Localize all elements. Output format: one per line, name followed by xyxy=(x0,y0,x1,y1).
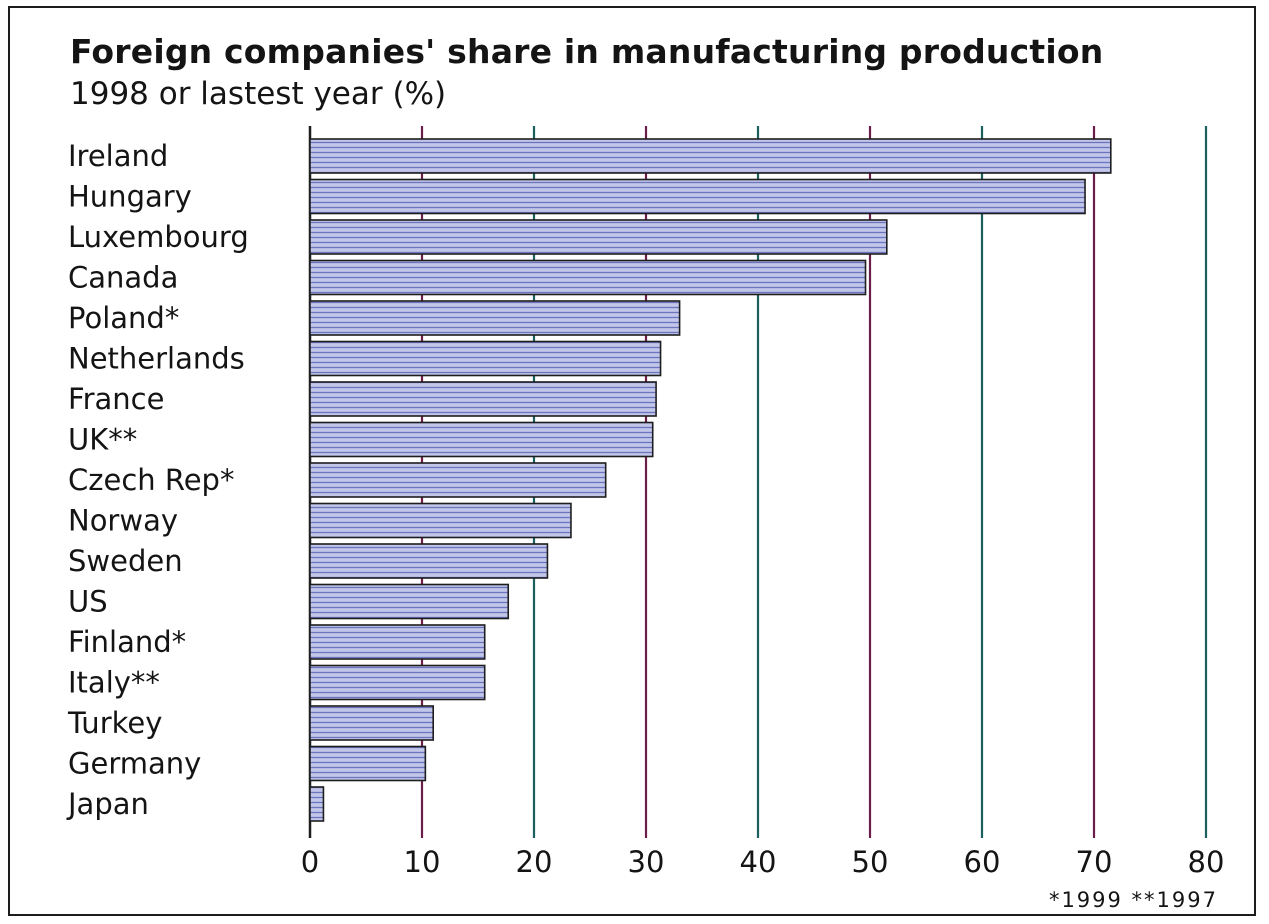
x-tick-label-50: 50 xyxy=(852,845,889,879)
category-label-ireland: Ireland xyxy=(68,139,168,173)
category-label-france: France xyxy=(68,382,164,416)
bar-hungary xyxy=(309,178,1086,215)
bars xyxy=(309,138,1112,822)
bar-italy xyxy=(309,664,486,701)
bar-canada xyxy=(309,259,867,296)
category-label-canada: Canada xyxy=(68,261,178,295)
x-tick-label-30: 30 xyxy=(628,845,665,879)
category-label-germany: Germany xyxy=(68,747,201,781)
category-label-italy: Italy** xyxy=(68,666,160,700)
bar-norway xyxy=(309,502,572,539)
x-tick-label-60: 60 xyxy=(964,845,1001,879)
bar-sweden xyxy=(309,543,549,579)
bar-france xyxy=(309,381,657,417)
category-label-hungary: Hungary xyxy=(68,180,192,214)
category-label-us: US xyxy=(68,585,108,619)
bar-germany xyxy=(309,745,427,782)
bar-finland xyxy=(309,624,486,660)
x-tick-label-70: 70 xyxy=(1076,845,1113,879)
x-tick-label-40: 40 xyxy=(740,845,777,879)
category-label-norway: Norway xyxy=(68,504,178,538)
bar-netherlands xyxy=(309,340,662,377)
bar-ireland xyxy=(309,138,1112,174)
chart-title: Foreign companies' share in manufacturin… xyxy=(70,32,1104,71)
bar-czech-rep xyxy=(309,462,607,498)
chart-subtitle: 1998 or lastest year (%) xyxy=(70,76,447,112)
category-label-sweden: Sweden xyxy=(68,544,183,578)
category-label-finland: Finland* xyxy=(68,625,186,659)
category-labels: Ireland Hungary Luxembourg Canada Poland* Net… xyxy=(66,139,249,821)
category-label-czech-rep: Czech Rep* xyxy=(68,463,234,497)
bar-uk xyxy=(309,421,654,458)
bar-japan xyxy=(309,786,325,822)
x-tick-label-80: 80 xyxy=(1188,845,1225,879)
bar-us xyxy=(309,583,510,620)
category-label-netherlands: Netherlands xyxy=(68,342,245,376)
category-label-turkey: Turkey xyxy=(67,706,162,740)
bar-poland xyxy=(309,300,681,336)
bar-turkey xyxy=(309,705,434,741)
x-tick-label-20: 20 xyxy=(516,845,553,879)
chart-footnote: *1999 **1997 xyxy=(1048,888,1218,912)
x-tick-label-10: 10 xyxy=(404,845,441,879)
x-tick-label-0: 0 xyxy=(301,845,319,879)
bar-luxembourg xyxy=(309,219,888,255)
category-label-poland: Poland* xyxy=(68,301,179,335)
category-label-uk: UK** xyxy=(68,423,137,457)
category-label-japan: Japan xyxy=(66,787,149,821)
category-label-luxembourg: Luxembourg xyxy=(68,220,249,254)
x-tick-labels: 0 10 20 30 40 50 60 70 80 xyxy=(301,845,1225,879)
